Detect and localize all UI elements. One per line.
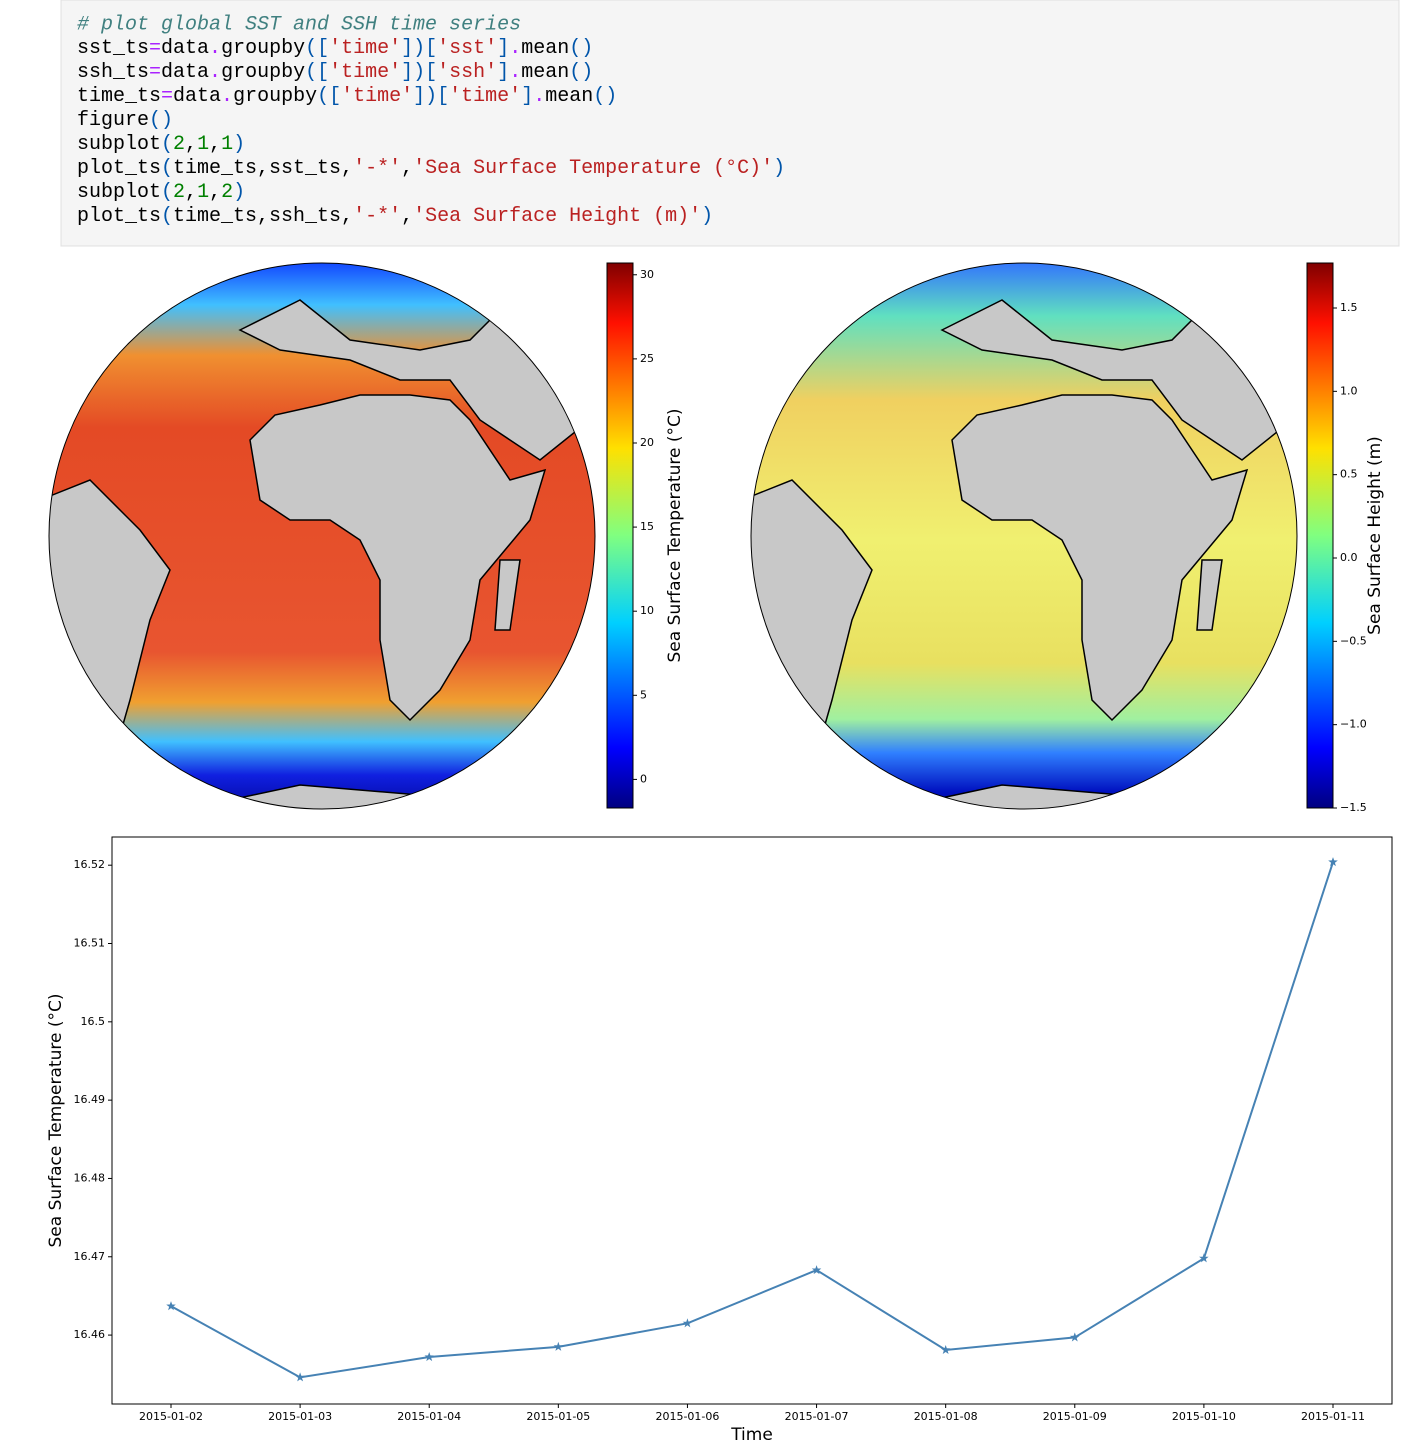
y-tick-label: 16.5 [81,1015,106,1028]
colorbar-tick-label: 15 [640,520,654,533]
colorbar-tick-label: 30 [640,268,654,281]
x-axis-label: Time [730,1425,773,1445]
colorbar-tick-label: 0.5 [1340,468,1358,481]
point-marker [1199,1253,1209,1263]
code-line: subplot(2,1,1) [77,133,245,156]
series-line [170,861,1334,1379]
colorbar-tick-label: 1.0 [1340,384,1358,397]
point-marker [1328,857,1338,867]
x-tick-label: 2015-01-09 [1043,1410,1107,1423]
colorbar-tick-label: 10 [640,604,654,617]
code-line: # plot global SST and SSH time series [77,13,521,36]
y-tick-label: 16.51 [74,937,106,950]
colorbar-tick-label: 20 [640,436,654,449]
globe-ssh [750,262,1298,810]
point-marker [166,1301,176,1311]
globe-sst [48,262,596,810]
y-tick-label: 16.47 [74,1250,106,1263]
point-marker [295,1372,305,1382]
code-block: # plot global SST and SSH time seriessst… [77,13,785,228]
colorbar-tick-label: −0.5 [1340,634,1367,647]
x-tick-label: 2015-01-08 [914,1410,978,1423]
point-marker [682,1318,693,1328]
x-tick-label: 2015-01-02 [139,1410,203,1423]
x-tick-label: 2015-01-10 [1172,1410,1236,1423]
plot-frame [111,836,1393,1405]
colorbar-tick-label: 0 [640,772,647,785]
y-tick-label: 16.46 [74,1328,106,1341]
code-line: figure() [77,109,173,132]
point-marker [1070,1332,1080,1342]
point-marker [940,1345,951,1354]
x-tick-label: 2015-01-07 [785,1410,849,1423]
colorbar-tick-label: −1.0 [1340,718,1367,731]
colorbar-tick-label: −1.5 [1340,801,1367,814]
code-line: plot_ts(time_ts,sst_ts,'-*','Sea Surface… [77,157,785,180]
colorbar [606,262,634,809]
colorbar-label: Sea Surface Height (m) [1365,436,1385,635]
colorbar-tick-label: 0.0 [1340,551,1358,564]
point-marker [553,1341,564,1351]
code-line: sst_ts=data.groupby(['time'])['sst'].mea… [77,37,593,60]
y-tick-label: 16.52 [74,858,106,871]
colorbar [1306,262,1334,809]
y-tick-label: 16.49 [74,1093,106,1106]
colorbar-tick-label: 25 [640,352,654,365]
x-tick-label: 2015-01-06 [655,1410,719,1423]
x-tick-label: 2015-01-11 [1301,1410,1365,1423]
colorbar-label: Sea Surface Temperature (°C) [665,409,685,663]
colorbar-tick-label: 5 [640,688,647,701]
y-tick-label: 16.48 [74,1171,106,1184]
point-marker [811,1265,822,1275]
x-tick-label: 2015-01-04 [397,1410,461,1423]
code-cell[interactable] [60,0,1400,247]
code-line: subplot(2,1,2) [77,181,245,204]
colorbar-tick-label: 1.5 [1340,301,1358,314]
code-line: ssh_ts=data.groupby(['time'])['ssh'].mea… [77,61,593,84]
code-line: plot_ts(time_ts,ssh_ts,'-*','Sea Surface… [77,205,713,228]
x-tick-label: 2015-01-03 [268,1410,332,1423]
x-tick-label: 2015-01-05 [526,1410,590,1423]
y-axis-label: Sea Surface Temperature (°C) [46,994,66,1248]
point-marker [424,1352,434,1362]
code-line: time_ts=data.groupby(['time'])['time'].m… [77,85,617,108]
